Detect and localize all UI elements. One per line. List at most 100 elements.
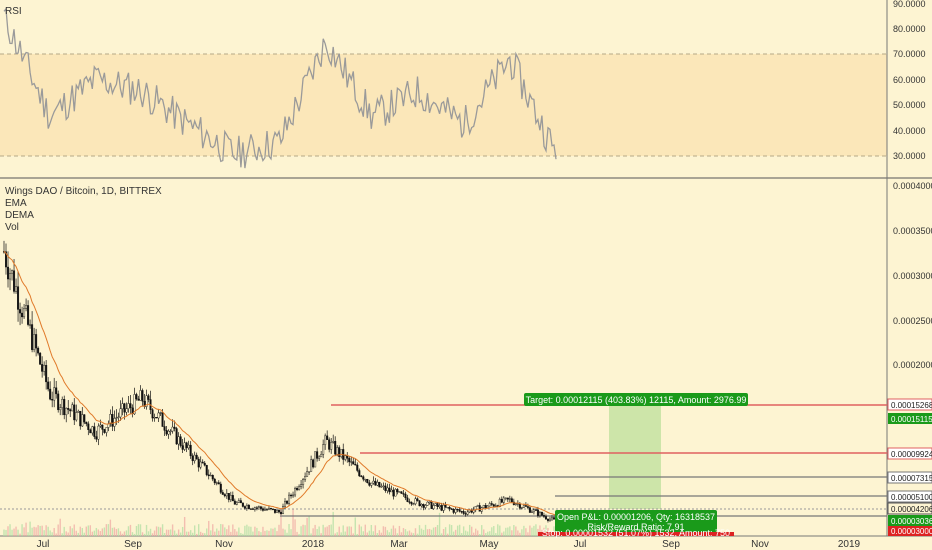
volume-bar [290, 529, 292, 536]
volume-bar [446, 533, 449, 536]
candle-body [269, 507, 272, 510]
date-tick: 2018 [302, 539, 325, 550]
candle-body [267, 507, 270, 510]
candle-body [155, 417, 158, 419]
candle-body [442, 504, 445, 511]
volume-bar [71, 528, 73, 536]
candle-body [127, 403, 130, 409]
candle-body [550, 517, 553, 520]
candle-body [103, 429, 106, 433]
price-tag: 0.00015268 [891, 401, 932, 410]
volume-bar [113, 527, 116, 536]
candle-body [13, 270, 16, 292]
candle-body [356, 464, 359, 471]
candle-body [215, 482, 218, 484]
volume-bar [346, 526, 348, 536]
candle-body [300, 484, 303, 488]
candle-body [61, 399, 64, 408]
price-tick: 0.00020000 [893, 360, 932, 370]
candle-body [440, 505, 443, 511]
volume-bar [5, 529, 7, 536]
candle-body [7, 266, 10, 280]
candle-body [336, 447, 339, 455]
candle-body [464, 513, 467, 515]
volume-bar [274, 527, 276, 536]
candle-body [255, 507, 258, 509]
candle-body [390, 489, 393, 493]
volume-bar [35, 527, 37, 536]
candle-body [498, 499, 501, 507]
volume-bar [519, 532, 521, 536]
volume-bar [282, 528, 284, 536]
candle-body [350, 461, 353, 463]
volume-bar [553, 526, 555, 536]
candle-body [41, 364, 44, 372]
candle-body [121, 403, 124, 410]
volume-bar [25, 522, 27, 536]
volume-bar [218, 530, 220, 536]
candle-body [17, 286, 20, 310]
volume-bar [278, 524, 280, 536]
volume-bar [137, 524, 140, 536]
volume-bar [39, 525, 41, 536]
stop-label-bg [538, 532, 734, 536]
candle-body [420, 504, 423, 507]
candle-body [314, 451, 317, 468]
candle-body [211, 475, 214, 480]
volume-bar [354, 517, 356, 536]
candle-body [171, 426, 174, 432]
volume-bar [292, 508, 294, 536]
candle-body [372, 480, 375, 484]
volume-bar [356, 533, 358, 536]
volume-bar [151, 533, 154, 536]
candle-body [490, 503, 493, 505]
candle-body [219, 483, 222, 493]
volume-bar [501, 532, 503, 536]
volume-bar [67, 532, 69, 536]
candle-body [374, 480, 377, 486]
volume-bar [171, 524, 174, 536]
volume-bar [473, 532, 475, 536]
volume-bar [63, 526, 65, 536]
candle-body [460, 511, 463, 513]
volume-bar [276, 531, 278, 536]
target-zone[interactable] [609, 405, 661, 509]
stop-label-text: Stop: 0.00001532 (51.07%) 1532, Amount: … [542, 528, 730, 538]
volume-bar [19, 533, 21, 536]
candle-body [552, 517, 555, 520]
volume-bar [43, 530, 45, 536]
open-pl-label[interactable]: Open P&L: 0.00001206, Qty: 16318537 Risk… [555, 510, 717, 532]
volume-bar [187, 531, 190, 536]
candle-body [484, 505, 487, 509]
candle-body [247, 505, 250, 509]
candle-body [388, 487, 391, 493]
volume-bar [109, 519, 112, 536]
candle-body [294, 487, 297, 496]
volume-bar [51, 532, 53, 536]
volume-bar [420, 528, 423, 536]
candle-body [237, 500, 240, 503]
price-tag-bg [887, 398, 932, 411]
volume-bar [87, 525, 90, 536]
price-tag-bg [888, 526, 932, 536]
volume-bar [280, 508, 282, 536]
candle-body [209, 475, 212, 477]
candle-body [304, 476, 307, 480]
rsi-tick: 90.0000 [893, 0, 926, 9]
candle-body [123, 403, 126, 413]
volume-bar [503, 531, 505, 536]
volume-bar [487, 531, 489, 536]
stop-label[interactable]: Stop: 0.00001532 (51.07%) 1532, Amount: … [538, 528, 734, 538]
volume-bar [499, 525, 501, 536]
candle-body [384, 485, 387, 491]
candle-body [217, 482, 220, 485]
candle-body [530, 511, 533, 513]
candle-body [99, 424, 102, 427]
volume-bar [41, 525, 43, 536]
target-label[interactable]: Target: 0.00012115 (403.83%) 12115, Amou… [524, 393, 748, 406]
candle-body [524, 505, 527, 507]
price-tag-bg [888, 515, 932, 526]
volume-bar [477, 530, 479, 536]
candle-body [534, 509, 537, 511]
volume-bar [342, 525, 344, 536]
